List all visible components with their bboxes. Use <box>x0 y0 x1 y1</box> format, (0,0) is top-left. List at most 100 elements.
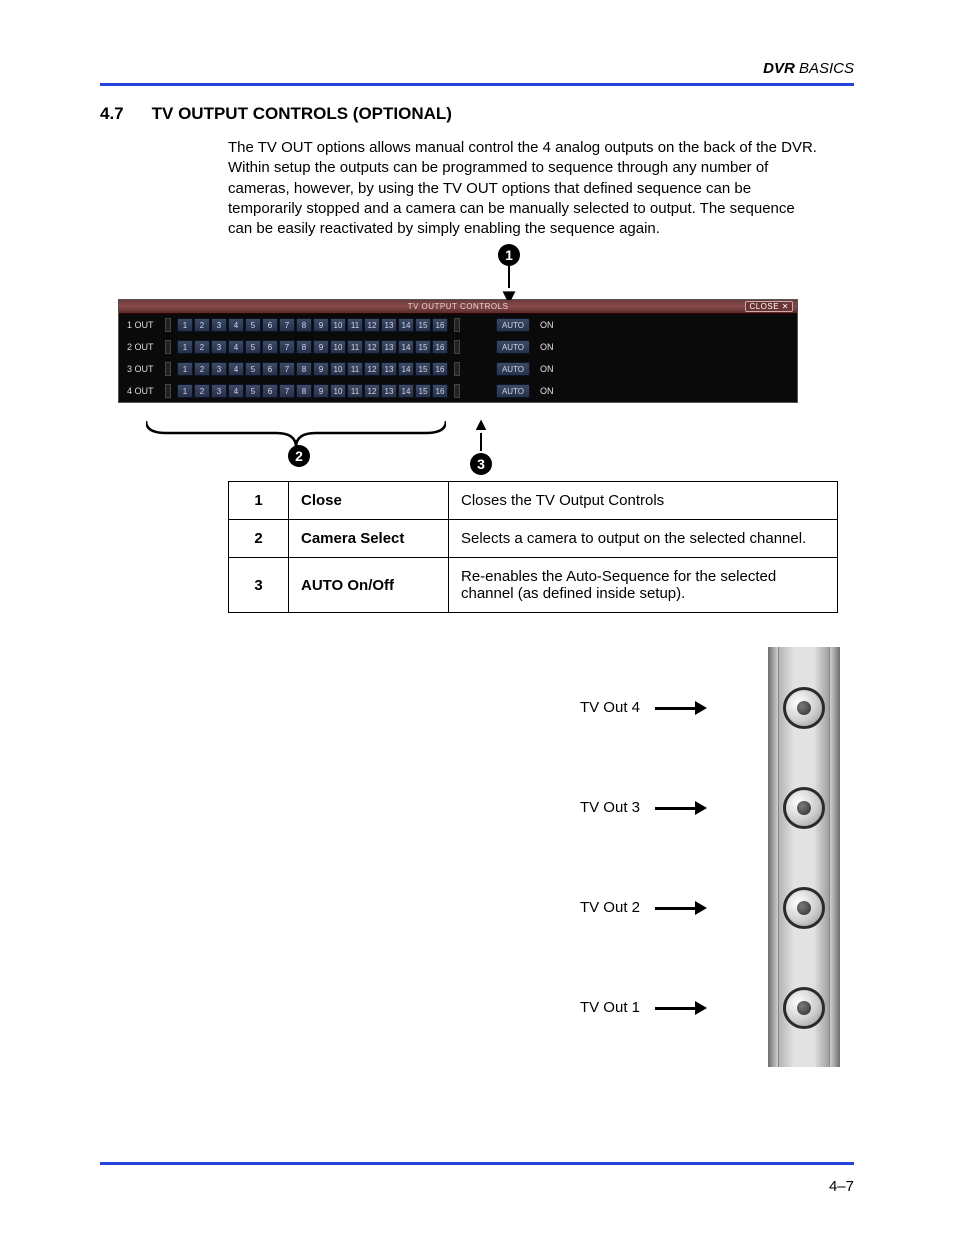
auto-state-label: ON <box>540 364 554 374</box>
camera-button[interactable]: 11 <box>347 362 363 376</box>
auto-button[interactable]: AUTO <box>496 384 530 398</box>
camera-button[interactable]: 9 <box>313 318 329 332</box>
scroll-left-icon[interactable] <box>165 318 171 332</box>
camera-button[interactable]: 1 <box>177 318 193 332</box>
scroll-right-icon[interactable] <box>454 340 460 354</box>
camera-button[interactable]: 15 <box>415 318 431 332</box>
camera-button[interactable]: 10 <box>330 362 346 376</box>
camera-button[interactable]: 13 <box>381 340 397 354</box>
camera-buttons: 12345678910111213141516 <box>177 384 448 398</box>
camera-button[interactable]: 4 <box>228 362 244 376</box>
camera-button[interactable]: 10 <box>330 318 346 332</box>
camera-button[interactable]: 8 <box>296 384 312 398</box>
camera-button[interactable]: 3 <box>211 362 227 376</box>
scroll-left-icon[interactable] <box>165 362 171 376</box>
camera-button[interactable]: 15 <box>415 362 431 376</box>
camera-button[interactable]: 13 <box>381 362 397 376</box>
camera-button[interactable]: 16 <box>432 384 448 398</box>
table-cell-num: 3 <box>229 558 289 613</box>
camera-button[interactable]: 8 <box>296 340 312 354</box>
camera-button[interactable]: 12 <box>364 362 380 376</box>
camera-button[interactable]: 1 <box>177 384 193 398</box>
camera-buttons: 12345678910111213141516 <box>177 362 448 376</box>
camera-button[interactable]: 12 <box>364 340 380 354</box>
scroll-right-icon[interactable] <box>454 362 460 376</box>
camera-button[interactable]: 13 <box>381 318 397 332</box>
table-row: 1CloseCloses the TV Output Controls <box>229 482 838 520</box>
connector-icon <box>783 687 825 729</box>
output-row-label: 4 OUT <box>127 386 159 396</box>
camera-button[interactable]: 7 <box>279 318 295 332</box>
close-button[interactable]: CLOSE ✕ <box>745 301 793 312</box>
camera-button[interactable]: 14 <box>398 384 414 398</box>
panel-trim-right <box>830 647 840 1067</box>
camera-button[interactable]: 7 <box>279 384 295 398</box>
camera-button[interactable]: 11 <box>347 340 363 354</box>
camera-button[interactable]: 9 <box>313 340 329 354</box>
camera-button[interactable]: 3 <box>211 384 227 398</box>
camera-button[interactable]: 1 <box>177 362 193 376</box>
output-row: 4 OUT12345678910111213141516AUTOON <box>119 380 797 402</box>
output-row-label: 3 OUT <box>127 364 159 374</box>
camera-button[interactable]: 6 <box>262 384 278 398</box>
camera-button[interactable]: 5 <box>245 340 261 354</box>
table-row: 3AUTO On/OffRe-enables the Auto-Sequence… <box>229 558 838 613</box>
camera-button[interactable]: 10 <box>330 384 346 398</box>
callout-3: ▲ 3 <box>470 417 492 475</box>
tv-output-screenshot: TV OUTPUT CONTROLS CLOSE ✕ 1 OUT12345678… <box>118 299 798 403</box>
camera-button[interactable]: 6 <box>262 340 278 354</box>
camera-button[interactable]: 5 <box>245 362 261 376</box>
scroll-left-icon[interactable] <box>165 384 171 398</box>
auto-button[interactable]: AUTO <box>496 340 530 354</box>
camera-button[interactable]: 9 <box>313 384 329 398</box>
screenshot-wrap: 1 ▼ TV OUTPUT CONTROLS CLOSE ✕ 1 OUT1234… <box>118 299 854 403</box>
callout-1: 1 ▼ <box>498 244 520 306</box>
camera-button[interactable]: 14 <box>398 362 414 376</box>
camera-button[interactable]: 3 <box>211 318 227 332</box>
camera-button[interactable]: 8 <box>296 362 312 376</box>
page-number: 4–7 <box>829 1178 854 1195</box>
camera-button[interactable]: 16 <box>432 340 448 354</box>
camera-button[interactable]: 9 <box>313 362 329 376</box>
camera-button[interactable]: 12 <box>364 384 380 398</box>
tvout-label: TV Out 4 <box>550 699 640 716</box>
camera-button[interactable]: 14 <box>398 318 414 332</box>
camera-button[interactable]: 2 <box>194 362 210 376</box>
scroll-right-icon[interactable] <box>454 318 460 332</box>
camera-button[interactable]: 4 <box>228 384 244 398</box>
camera-button[interactable]: 4 <box>228 318 244 332</box>
output-row: 2 OUT12345678910111213141516AUTOON <box>119 336 797 358</box>
camera-button[interactable]: 10 <box>330 340 346 354</box>
camera-button[interactable]: 7 <box>279 362 295 376</box>
camera-button[interactable]: 15 <box>415 340 431 354</box>
camera-button[interactable]: 15 <box>415 384 431 398</box>
camera-button[interactable]: 7 <box>279 340 295 354</box>
camera-button[interactable]: 3 <box>211 340 227 354</box>
connector-icon <box>783 887 825 929</box>
camera-button[interactable]: 2 <box>194 384 210 398</box>
camera-button[interactable]: 5 <box>245 384 261 398</box>
camera-button[interactable]: 16 <box>432 318 448 332</box>
camera-button[interactable]: 13 <box>381 384 397 398</box>
camera-button[interactable]: 11 <box>347 384 363 398</box>
camera-button[interactable]: 8 <box>296 318 312 332</box>
camera-button[interactable]: 11 <box>347 318 363 332</box>
description-table: 1CloseCloses the TV Output Controls2Came… <box>228 481 838 613</box>
camera-button[interactable]: 16 <box>432 362 448 376</box>
callout-3-arrow: ▲ <box>472 417 490 431</box>
auto-button[interactable]: AUTO <box>496 318 530 332</box>
camera-button[interactable]: 6 <box>262 362 278 376</box>
camera-button[interactable]: 2 <box>194 318 210 332</box>
camera-button[interactable]: 5 <box>245 318 261 332</box>
arrow-right-icon <box>655 1001 707 1015</box>
camera-button[interactable]: 2 <box>194 340 210 354</box>
camera-button[interactable]: 6 <box>262 318 278 332</box>
camera-button[interactable]: 12 <box>364 318 380 332</box>
camera-button[interactable]: 1 <box>177 340 193 354</box>
scroll-left-icon[interactable] <box>165 340 171 354</box>
camera-button[interactable]: 4 <box>228 340 244 354</box>
scroll-right-icon[interactable] <box>454 384 460 398</box>
auto-button[interactable]: AUTO <box>496 362 530 376</box>
output-row-label: 1 OUT <box>127 320 159 330</box>
camera-button[interactable]: 14 <box>398 340 414 354</box>
